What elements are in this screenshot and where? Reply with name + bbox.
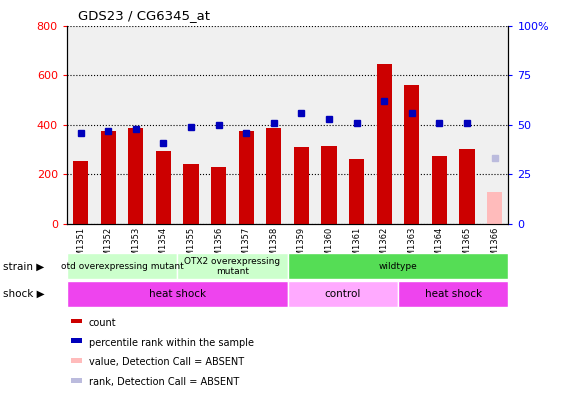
Bar	[156, 151, 171, 224]
Bar	[487, 192, 502, 224]
Bar	[71, 358, 83, 363]
Text: strain ▶: strain ▶	[3, 261, 44, 271]
Bar	[432, 156, 447, 224]
Bar	[321, 146, 336, 224]
Bar	[71, 378, 83, 383]
Bar	[404, 85, 419, 224]
Text: GDS23 / CG6345_at: GDS23 / CG6345_at	[78, 9, 210, 22]
Bar	[266, 128, 281, 224]
Text: rank, Detection Call = ABSENT: rank, Detection Call = ABSENT	[89, 377, 239, 387]
Bar	[460, 149, 475, 224]
Bar	[128, 128, 144, 224]
Bar	[101, 131, 116, 224]
Bar	[239, 131, 254, 224]
Bar	[73, 161, 88, 224]
Bar	[349, 159, 364, 224]
Text: wildtype: wildtype	[379, 262, 417, 271]
Bar	[71, 319, 83, 324]
Text: OTX2 overexpressing
mutant: OTX2 overexpressing mutant	[184, 257, 281, 276]
Text: value, Detection Call = ABSENT: value, Detection Call = ABSENT	[89, 357, 244, 367]
Bar	[184, 164, 199, 224]
Bar	[67, 253, 177, 279]
Bar	[211, 167, 226, 224]
Text: otd overexpressing mutant: otd overexpressing mutant	[60, 262, 184, 271]
Text: control: control	[325, 289, 361, 299]
Bar	[398, 281, 508, 307]
Text: count: count	[89, 318, 117, 328]
Bar	[71, 339, 83, 343]
Bar	[67, 281, 288, 307]
Bar	[288, 253, 508, 279]
Bar	[288, 281, 398, 307]
Text: heat shock: heat shock	[425, 289, 482, 299]
Text: heat shock: heat shock	[149, 289, 206, 299]
Text: shock ▶: shock ▶	[3, 289, 45, 299]
Bar	[294, 147, 309, 224]
Bar	[376, 64, 392, 224]
Text: percentile rank within the sample: percentile rank within the sample	[89, 337, 254, 348]
Bar	[177, 253, 288, 279]
